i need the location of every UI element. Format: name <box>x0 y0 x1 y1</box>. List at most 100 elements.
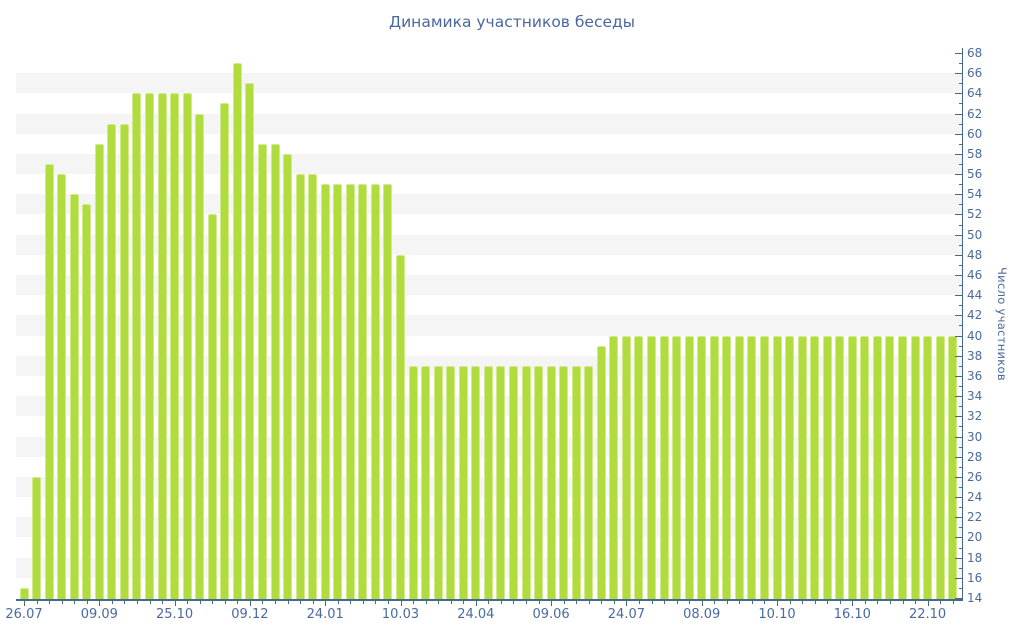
bar[interactable] <box>584 365 594 599</box>
bar[interactable] <box>571 365 581 599</box>
bar[interactable] <box>257 143 267 599</box>
bar[interactable] <box>747 335 757 599</box>
bar[interactable] <box>345 184 355 599</box>
bar[interactable] <box>835 335 845 599</box>
bar[interactable] <box>433 365 443 599</box>
y-tick <box>958 63 962 65</box>
x-tick-label: 24.07 <box>607 607 645 622</box>
bar[interactable] <box>496 365 506 599</box>
bar[interactable] <box>697 335 707 599</box>
bar[interactable] <box>521 365 531 599</box>
bar[interactable] <box>107 123 117 599</box>
bar[interactable] <box>308 174 318 599</box>
bar[interactable] <box>534 365 544 599</box>
x-tick-label: 10.10 <box>758 607 796 622</box>
y-axis-line <box>962 48 963 601</box>
bar[interactable] <box>722 335 732 599</box>
bar[interactable] <box>446 365 456 599</box>
bar[interactable] <box>145 93 154 599</box>
y-tick-label: 14 <box>967 591 983 605</box>
bar[interactable] <box>195 113 205 599</box>
bar[interactable] <box>245 83 255 599</box>
bar[interactable] <box>458 365 468 599</box>
bar[interactable] <box>647 335 656 599</box>
bar[interactable] <box>810 335 820 599</box>
bar[interactable] <box>935 335 945 599</box>
x-tick <box>651 601 653 604</box>
bar[interactable] <box>421 365 431 599</box>
x-tick <box>902 601 904 604</box>
bar[interactable] <box>847 335 857 599</box>
bar[interactable] <box>358 184 368 599</box>
x-tick <box>613 601 615 604</box>
bar[interactable] <box>408 365 418 599</box>
bar[interactable] <box>898 335 907 599</box>
bar[interactable] <box>659 335 669 599</box>
x-tick <box>162 601 164 604</box>
bar[interactable] <box>910 335 920 599</box>
bar[interactable] <box>57 174 67 599</box>
bar[interactable] <box>396 254 405 599</box>
bar[interactable] <box>471 365 481 599</box>
bar[interactable] <box>132 93 142 599</box>
bar[interactable] <box>483 365 493 599</box>
bar[interactable] <box>270 143 280 599</box>
bar[interactable] <box>333 184 343 599</box>
bar[interactable] <box>44 164 54 599</box>
bar[interactable] <box>609 335 619 599</box>
bar[interactable] <box>559 365 569 599</box>
y-tick <box>955 557 962 559</box>
y-tick-label: 16 <box>967 570 983 585</box>
bar[interactable] <box>220 103 230 599</box>
bar[interactable] <box>69 194 79 599</box>
bar[interactable] <box>772 335 782 599</box>
y-tick-label: 46 <box>967 268 983 283</box>
bar[interactable] <box>283 153 293 599</box>
bar[interactable] <box>119 123 129 599</box>
bar[interactable] <box>295 174 305 599</box>
bar[interactable] <box>872 335 882 599</box>
bar[interactable] <box>822 335 832 599</box>
bar[interactable] <box>860 335 870 599</box>
bar[interactable] <box>596 345 606 599</box>
x-tick <box>249 601 251 606</box>
bar[interactable] <box>182 93 192 599</box>
x-tick <box>500 601 502 604</box>
bar[interactable] <box>82 204 92 599</box>
bar[interactable] <box>672 335 682 599</box>
bar[interactable] <box>785 335 795 599</box>
y-tick-label: 36 <box>967 368 983 383</box>
bar[interactable] <box>94 143 104 599</box>
y-tick-label: 32 <box>967 409 983 424</box>
bar[interactable] <box>508 365 518 599</box>
bar[interactable] <box>546 365 556 599</box>
bar[interactable] <box>709 335 719 599</box>
y-tick <box>955 93 962 95</box>
x-tick-label: 08.09 <box>683 607 721 622</box>
bar[interactable] <box>383 184 393 599</box>
bar[interactable] <box>923 335 933 599</box>
bar[interactable] <box>32 476 42 599</box>
bar[interactable] <box>320 184 330 599</box>
bar[interactable] <box>634 335 644 599</box>
bar[interactable] <box>759 335 769 599</box>
x-tick <box>61 601 63 604</box>
bar[interactable] <box>157 93 167 599</box>
bar[interactable] <box>885 335 895 599</box>
bar[interactable] <box>621 335 631 599</box>
bar[interactable] <box>19 587 29 599</box>
bar[interactable] <box>370 184 380 599</box>
x-tick <box>513 601 515 604</box>
x-tick <box>199 601 201 604</box>
bar[interactable] <box>232 63 242 599</box>
x-tick <box>300 601 302 604</box>
bar[interactable] <box>734 335 744 599</box>
bar[interactable] <box>207 214 217 599</box>
x-tick <box>814 601 816 604</box>
bar[interactable] <box>684 335 694 599</box>
bar[interactable] <box>170 93 180 599</box>
bar[interactable] <box>948 335 958 599</box>
x-tick <box>777 601 778 606</box>
x-tick <box>174 601 176 606</box>
bar[interactable] <box>797 335 807 599</box>
